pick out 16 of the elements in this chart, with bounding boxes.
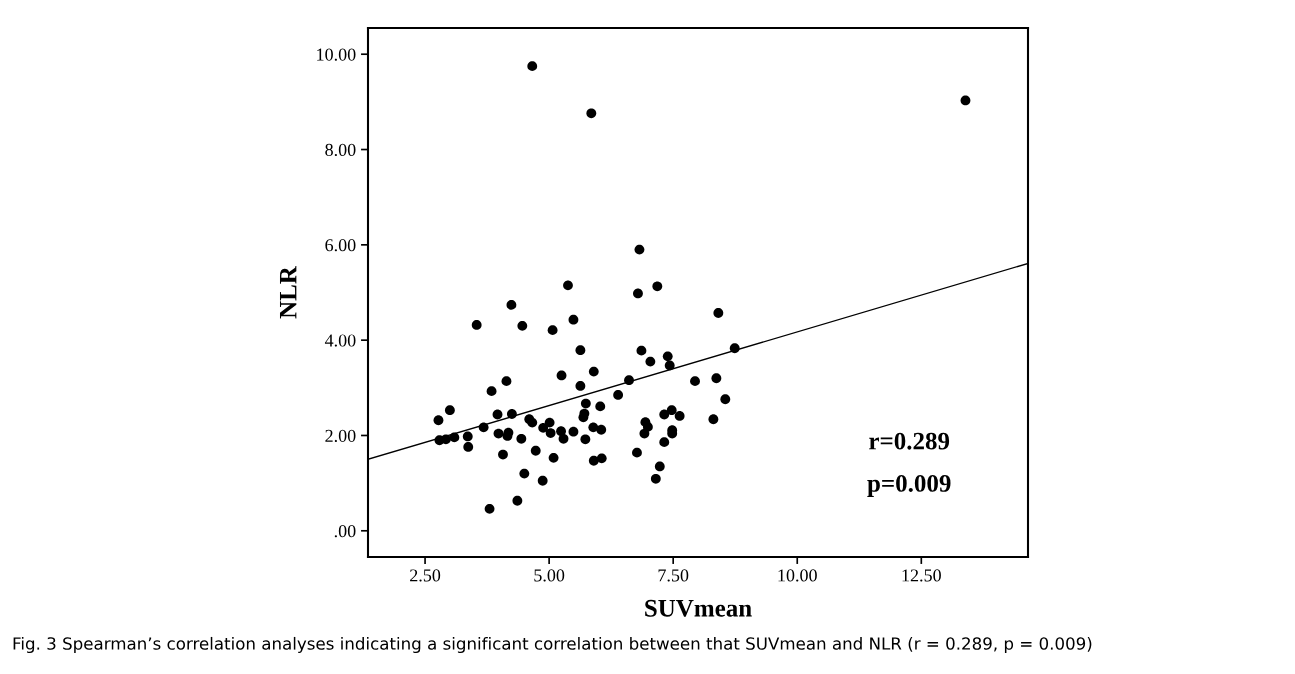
y-tick-label: 4.00 bbox=[324, 334, 356, 347]
y-tick-label: .00 bbox=[334, 525, 356, 538]
x-tick-label: 2.50 bbox=[410, 569, 441, 582]
y-tick-label: 8.00 bbox=[325, 143, 356, 157]
annotation: p=0.009 bbox=[867, 474, 951, 497]
y-tick-label: 6.00 bbox=[325, 239, 356, 252]
caption: Fig. 3 Spearman’s correlation analyses indicating a significant correlation between that SUVmean and NLR (r = 0.289, p = 0.009) bbox=[13, 636, 1092, 654]
y-tick-label: 10.00 bbox=[317, 48, 356, 61]
x-axis-title: SUVmean bbox=[645, 599, 752, 617]
x-tick-label: 5.00 bbox=[534, 569, 565, 582]
y-tick-label: 2.00 bbox=[325, 429, 356, 442]
x-tick-label: 12.50 bbox=[902, 569, 941, 582]
x-tick-label: 7.50 bbox=[658, 569, 689, 582]
annotation: r=0.289 bbox=[869, 432, 950, 450]
y-axis-title: NLR bbox=[279, 265, 297, 319]
x-tick-label: 10.00 bbox=[778, 569, 817, 582]
